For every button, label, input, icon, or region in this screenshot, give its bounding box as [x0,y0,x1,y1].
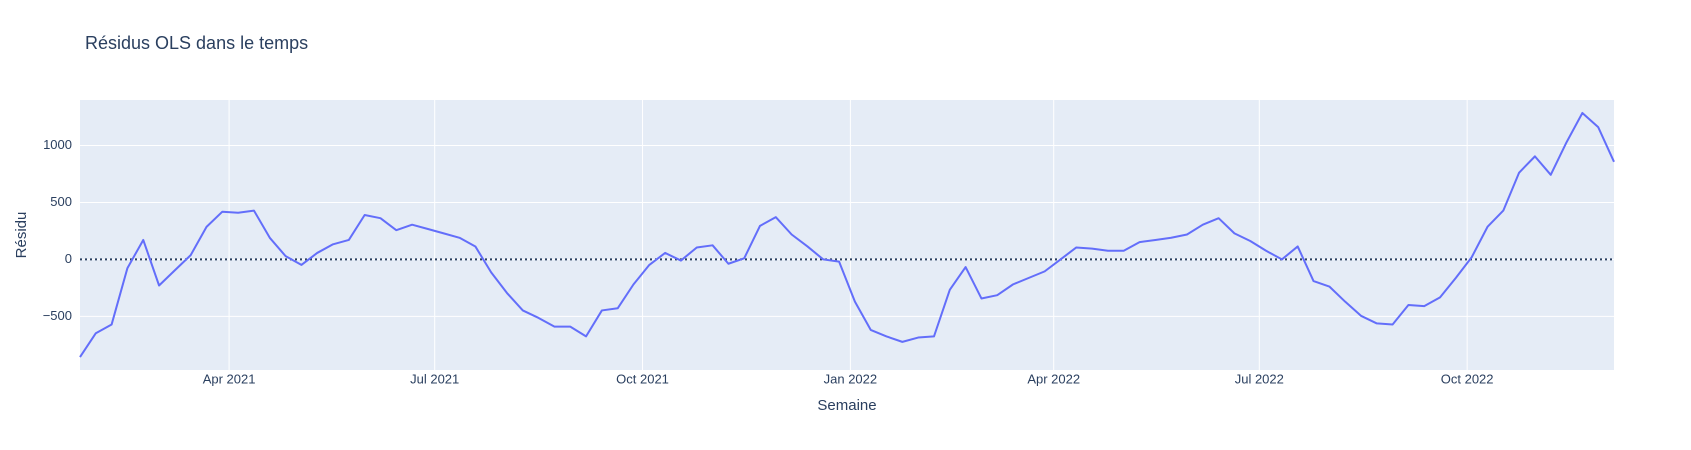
y-tick-label: −500 [43,308,72,323]
x-tick-label: Oct 2021 [616,371,669,386]
y-axis-title: Résidu [13,212,30,259]
x-axis-title: Semaine [817,397,876,414]
x-tick-label: Apr 2021 [203,371,256,386]
x-tick-label: Oct 2022 [1441,371,1494,386]
plot-area [80,100,1614,370]
x-tick-label: Jan 2022 [824,371,878,386]
y-tick-label: 500 [50,194,72,209]
x-tick-label: Jul 2021 [410,371,459,386]
chart-title: Résidus OLS dans le temps [85,33,308,53]
y-tick-label: 1000 [43,137,72,152]
y-tick-label: 0 [65,251,72,266]
x-tick-label: Jul 2022 [1235,371,1284,386]
line-series [79,111,1615,358]
x-tick-label: Apr 2022 [1027,371,1080,386]
